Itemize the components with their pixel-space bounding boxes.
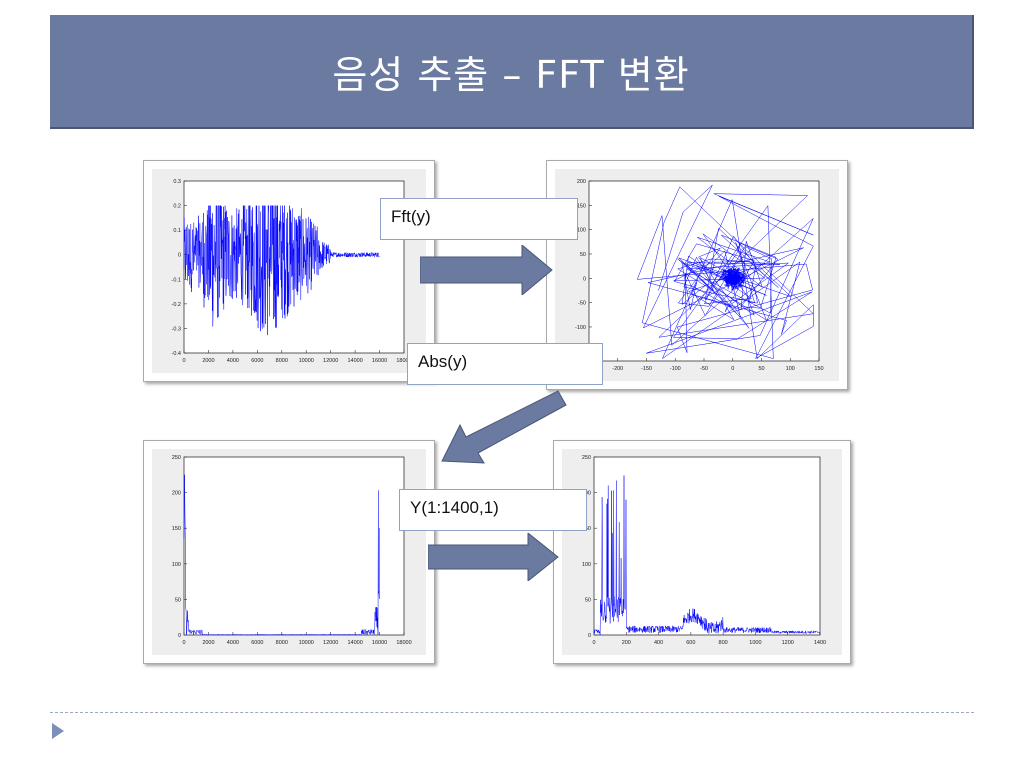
x-tick-label: 0: [731, 366, 734, 372]
x-tick-label: 12000: [323, 358, 338, 364]
x-tick-label: 800: [719, 640, 728, 646]
x-tick-label: 14000: [347, 640, 362, 646]
y-tick-label: 200: [577, 179, 586, 185]
y-tick-label: 0.3: [173, 179, 181, 185]
y-tick-label: 150: [172, 526, 181, 532]
x-tick-label: 4000: [227, 358, 239, 364]
x-tick-label: 0: [182, 640, 185, 646]
slice-plot: 0200400600800100012001400050100150200250: [553, 440, 851, 664]
x-tick-label: 200: [622, 640, 631, 646]
y-tick-label: 0: [588, 633, 591, 639]
y-tick-label: 200: [172, 491, 181, 497]
x-tick-label: 600: [686, 640, 695, 646]
y-tick-label: -0.1: [172, 277, 181, 283]
bullet-triangle-icon: [52, 723, 64, 739]
x-tick-label: 14000: [347, 358, 362, 364]
waveform-plot: 0 2000 4000 6000 8000 10000 12000 14000 16000 180…: [143, 160, 435, 382]
x-tick-label: -200: [612, 366, 623, 372]
x-tick-label: 6000: [251, 358, 263, 364]
x-tick-label: 0: [182, 358, 185, 364]
x-tick-label: 1400: [814, 640, 826, 646]
y-tick-label: 150: [577, 203, 586, 209]
x-tick-label: 10000: [299, 358, 314, 364]
waveform-chart: 0 2000 4000 6000 8000 10000 12000 14000 16000 180…: [152, 169, 426, 373]
x-tick-label: 400: [654, 640, 663, 646]
y-tick-label: 250: [582, 455, 591, 461]
x-tick-label: 12000: [323, 640, 338, 646]
waveform-series: [183, 205, 380, 336]
y-tick-label: 100: [582, 562, 591, 568]
abs-series: [183, 474, 380, 636]
y-tick-label: -0.4: [172, 351, 181, 357]
y-tick-label: 250: [172, 455, 181, 461]
title-bar: 음성 추출 – FFT 변환: [50, 15, 974, 129]
x-tick-label: 8000: [276, 640, 288, 646]
fft-core-series: [724, 271, 741, 285]
footer-divider: [50, 712, 974, 713]
abs-plot: 0 2000 4000 6000 8000 10000 12000 14000 16000 180…: [143, 440, 435, 664]
slide-title: 음성 추출 – FFT 변환: [332, 52, 690, 97]
fft-label: Fft(y): [380, 198, 578, 240]
slice-series: [593, 475, 821, 635]
x-tick-label: 8000: [276, 358, 288, 364]
y-tick-label: 0.2: [173, 204, 181, 210]
x-tick-label: 150: [814, 366, 823, 372]
x-tick-label: 4000: [227, 640, 239, 646]
x-tick-label: 18000: [396, 358, 411, 364]
x-tick-label: -150: [641, 366, 652, 372]
x-tick-label: 1200: [782, 640, 794, 646]
x-tick-label: 6000: [251, 640, 263, 646]
abs-chart: 0 2000 4000 6000 8000 10000 12000 14000 16000 180…: [152, 449, 426, 655]
y-tick-label: 0: [178, 253, 181, 259]
fft-chart: -200-150-100-50050100150-150-100-5005010…: [555, 169, 839, 381]
slice-label: Y(1:1400,1): [399, 489, 587, 531]
slice-chart: 0200400600800100012001400050100150200250: [562, 449, 842, 655]
y-tick-label: 50: [580, 252, 586, 258]
x-tick-label: 2000: [202, 640, 214, 646]
arrow-right-1: [420, 245, 553, 295]
x-tick-label: -50: [700, 366, 708, 372]
fft-plot: -200-150-100-50050100150-150-100-5005010…: [546, 160, 848, 390]
x-tick-label: 16000: [372, 640, 387, 646]
y-tick-label: -100: [575, 325, 586, 331]
x-tick-label: 1000: [749, 640, 761, 646]
y-tick-label: 100: [172, 562, 181, 568]
arrow-right-2: [428, 533, 559, 581]
y-tick-label: -50: [578, 301, 586, 307]
x-tick-label: 100: [786, 366, 795, 372]
x-tick-label: 18000: [396, 640, 411, 646]
y-tick-label: 0: [583, 276, 586, 282]
y-tick-label: 0: [178, 633, 181, 639]
y-tick-label: -0.2: [172, 302, 181, 308]
y-tick-label: -0.3: [172, 326, 181, 332]
x-tick-label: 50: [758, 366, 764, 372]
abs-label: Abs(y): [407, 343, 603, 385]
x-tick-label: 0: [592, 640, 595, 646]
arrow-diag: [441, 390, 567, 464]
y-tick-label: 50: [175, 597, 181, 603]
x-tick-label: 16000: [372, 358, 387, 364]
x-tick-label: -100: [670, 366, 681, 372]
y-tick-label: 100: [577, 228, 586, 234]
x-tick-label: 10000: [299, 640, 314, 646]
y-tick-label: 0.1: [173, 228, 181, 234]
y-tick-label: 50: [585, 597, 591, 603]
x-tick-label: 2000: [202, 358, 214, 364]
